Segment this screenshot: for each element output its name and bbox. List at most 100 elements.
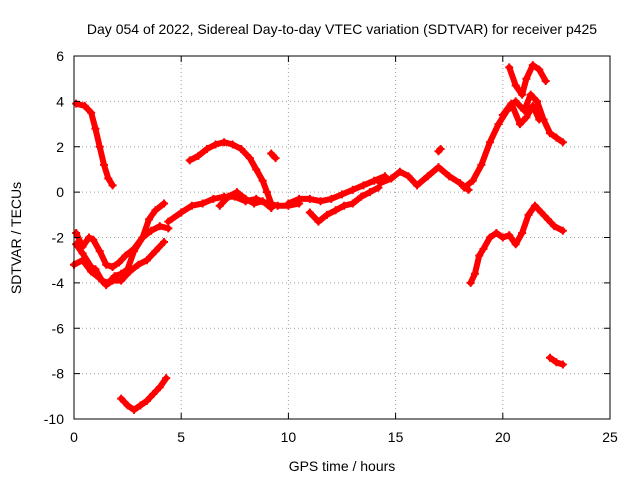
data-point bbox=[252, 165, 261, 174]
data-point bbox=[558, 226, 567, 235]
data-point bbox=[160, 238, 169, 247]
ticks-layer: 0 5 10 15 20 25 -10 -8 -6 -4 -2 0 2 4 6 bbox=[44, 48, 618, 445]
data-point bbox=[477, 160, 486, 169]
data-point bbox=[445, 172, 454, 181]
series-arc-6 bbox=[164, 192, 304, 226]
data-point bbox=[348, 185, 357, 194]
data-point bbox=[155, 222, 164, 231]
data-point bbox=[518, 90, 527, 99]
y-tick-label: 6 bbox=[56, 48, 64, 64]
data-point bbox=[177, 208, 186, 217]
data-point bbox=[522, 113, 531, 122]
series-layer bbox=[70, 61, 567, 414]
y-tick-label: -2 bbox=[52, 230, 65, 246]
data-point bbox=[455, 179, 464, 188]
data-point bbox=[376, 179, 385, 188]
data-point bbox=[85, 233, 94, 242]
data-point bbox=[72, 228, 81, 237]
data-point bbox=[104, 174, 113, 183]
data-point bbox=[535, 65, 544, 74]
data-point bbox=[117, 394, 126, 403]
data-point bbox=[434, 163, 443, 172]
y-tick-label: 2 bbox=[56, 139, 64, 155]
data-point bbox=[95, 142, 104, 151]
data-point bbox=[258, 197, 267, 206]
data-point bbox=[147, 226, 156, 235]
data-point bbox=[545, 353, 554, 362]
data-point bbox=[142, 396, 151, 405]
data-point bbox=[348, 199, 357, 208]
x-tick-label: 15 bbox=[388, 429, 404, 445]
data-point bbox=[505, 231, 514, 240]
data-point bbox=[228, 140, 237, 149]
series-line bbox=[285, 173, 388, 207]
data-point bbox=[533, 97, 542, 106]
series-arc-17 bbox=[466, 201, 567, 287]
x-tick-label: 25 bbox=[602, 429, 618, 445]
y-tick-label: 4 bbox=[56, 93, 64, 109]
data-point bbox=[284, 199, 293, 208]
data-point bbox=[305, 194, 314, 203]
data-point bbox=[162, 374, 171, 383]
data-point bbox=[507, 99, 516, 108]
data-point bbox=[136, 401, 145, 410]
data-point bbox=[267, 149, 276, 158]
series-arc-1 bbox=[72, 99, 117, 190]
data-point bbox=[322, 210, 331, 219]
series-arc-18 bbox=[545, 353, 567, 369]
data-point bbox=[436, 145, 445, 154]
data-point bbox=[468, 176, 477, 185]
x-axis-label: GPS time / hours bbox=[289, 458, 396, 474]
x-tick-label: 10 bbox=[281, 429, 297, 445]
series-line bbox=[377, 164, 472, 193]
data-point bbox=[340, 201, 349, 210]
data-point bbox=[224, 192, 233, 201]
data-point bbox=[209, 194, 218, 203]
data-point bbox=[305, 208, 314, 217]
chart-title: Day 054 of 2022, Sidereal Day-to-day VTE… bbox=[87, 21, 597, 37]
data-point bbox=[202, 145, 211, 154]
data-point bbox=[91, 124, 100, 133]
y-tick-label: -10 bbox=[44, 411, 64, 427]
data-point bbox=[151, 247, 160, 256]
data-point bbox=[395, 167, 404, 176]
data-point bbox=[522, 74, 531, 83]
data-point bbox=[492, 228, 501, 237]
data-point bbox=[108, 181, 117, 190]
data-point bbox=[97, 276, 106, 285]
series-arc-2 bbox=[72, 199, 169, 271]
data-point bbox=[357, 192, 366, 201]
data-point bbox=[423, 172, 432, 181]
data-point bbox=[475, 251, 484, 260]
x-tick-label: 0 bbox=[70, 429, 78, 445]
y-tick-label: 0 bbox=[56, 184, 64, 200]
data-point bbox=[552, 358, 561, 367]
x-tick-label: 20 bbox=[495, 429, 511, 445]
data-point bbox=[123, 265, 132, 274]
data-point bbox=[370, 176, 379, 185]
data-point bbox=[142, 256, 151, 265]
series-arc-11 bbox=[305, 183, 383, 226]
data-point bbox=[316, 197, 325, 206]
series-line bbox=[467, 202, 566, 286]
data-point bbox=[87, 108, 96, 117]
data-point bbox=[466, 278, 475, 287]
y-tick-label: -8 bbox=[52, 366, 65, 382]
data-point bbox=[515, 120, 524, 129]
data-point bbox=[155, 383, 164, 392]
data-point bbox=[535, 115, 544, 124]
data-point bbox=[185, 156, 194, 165]
data-point bbox=[470, 269, 479, 278]
data-point bbox=[121, 251, 130, 260]
data-point bbox=[479, 244, 488, 253]
data-point bbox=[89, 235, 98, 244]
data-point bbox=[530, 201, 539, 210]
data-point bbox=[511, 81, 520, 90]
data-point bbox=[130, 247, 139, 256]
data-point bbox=[258, 176, 267, 185]
data-point bbox=[498, 233, 507, 242]
data-point bbox=[117, 276, 126, 285]
data-point bbox=[552, 133, 561, 142]
y-tick-label: -6 bbox=[52, 320, 65, 336]
series-arc-8 bbox=[215, 188, 276, 213]
